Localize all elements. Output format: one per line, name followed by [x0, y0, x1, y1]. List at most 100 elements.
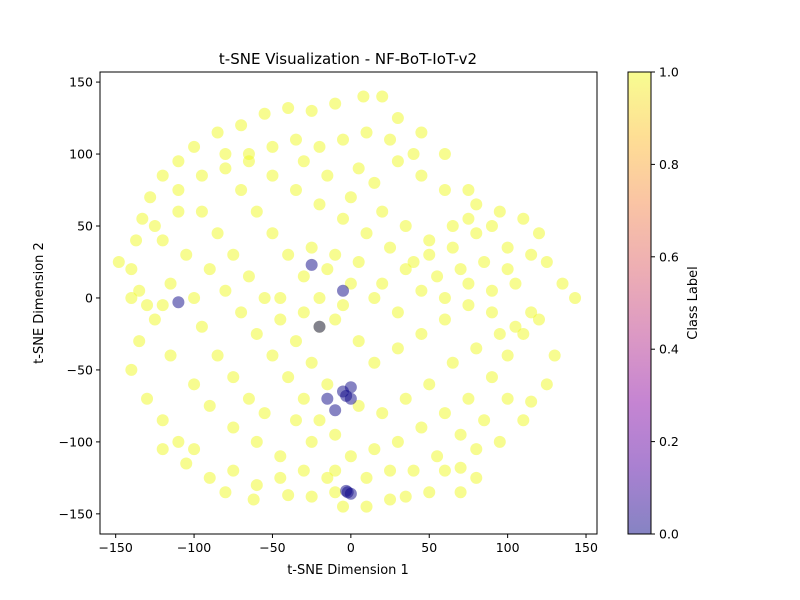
data-point-class-1 — [144, 191, 157, 204]
y-axis-label: t-SNE Dimension 2 — [32, 242, 47, 364]
data-point-class-1 — [454, 461, 467, 474]
data-point-class-1 — [532, 313, 545, 326]
data-point-class-1 — [423, 248, 436, 261]
data-point-class-1 — [446, 356, 459, 369]
y-tick-label: −100 — [59, 434, 93, 449]
data-point-class-1 — [156, 169, 169, 182]
data-point-class-1 — [305, 104, 318, 117]
data-point-class-1 — [282, 248, 295, 261]
colorbar — [628, 72, 651, 534]
data-point-class-1 — [501, 392, 514, 405]
points-layer — [112, 90, 582, 513]
data-point-class-1 — [415, 421, 428, 434]
data-point-class-1 — [391, 155, 404, 168]
data-point-class-1 — [203, 399, 216, 412]
data-point-class-0 — [313, 320, 326, 333]
data-point-class-1 — [344, 191, 357, 204]
data-point-class-1 — [242, 148, 255, 161]
y-tick-label: 100 — [69, 147, 93, 162]
data-point-class-1 — [399, 263, 412, 276]
data-point-class-1 — [297, 464, 310, 477]
data-point-class-1 — [164, 349, 177, 362]
data-point-class-1 — [376, 205, 389, 218]
data-point-class-1 — [540, 378, 553, 391]
data-point-class-1 — [125, 363, 138, 376]
data-point-class-1 — [352, 335, 365, 348]
data-point-class-1 — [337, 212, 350, 225]
data-point-class-1 — [415, 284, 428, 297]
data-point-class-1 — [274, 471, 287, 484]
data-point-class-1 — [148, 313, 161, 326]
colorbar-frame — [627, 71, 652, 535]
data-point-class-1 — [407, 148, 420, 161]
data-point-class-1 — [446, 241, 459, 254]
data-point-class-1 — [289, 184, 302, 197]
data-point-class-1 — [219, 162, 232, 175]
data-point-class-1 — [141, 392, 154, 405]
colorbar-tick-label: 1.0 — [659, 65, 679, 80]
data-point-class-1 — [195, 320, 208, 333]
data-point-class-1 — [247, 493, 260, 506]
data-point-class-1 — [376, 277, 389, 290]
data-point-class-1 — [384, 241, 397, 254]
data-point-class-1 — [188, 378, 201, 391]
data-point-class-1 — [289, 414, 302, 427]
data-point-class-1 — [227, 421, 240, 434]
data-point-class-1 — [164, 277, 177, 290]
data-point-class-1 — [391, 306, 404, 319]
data-point-class-1 — [297, 155, 310, 168]
data-point-class-0 — [329, 404, 342, 417]
data-point-class-1 — [399, 490, 412, 503]
data-point-class-1 — [438, 291, 451, 304]
data-point-class-1 — [509, 277, 522, 290]
data-point-class-1 — [352, 162, 365, 175]
data-point-class-1 — [305, 356, 318, 369]
data-point-class-1 — [172, 155, 185, 168]
data-point-class-1 — [156, 299, 169, 312]
data-point-class-1 — [462, 392, 475, 405]
data-point-class-1 — [399, 392, 412, 405]
data-point-class-1 — [282, 371, 295, 384]
data-point-class-1 — [297, 306, 310, 319]
data-point-class-1 — [423, 378, 436, 391]
data-point-class-1 — [313, 291, 326, 304]
data-point-class-1 — [188, 291, 201, 304]
data-point-class-1 — [368, 176, 381, 189]
data-point-class-1 — [227, 248, 240, 261]
data-point-class-1 — [344, 277, 357, 290]
data-point-class-1 — [329, 248, 342, 261]
y-tick-label: 0 — [85, 290, 93, 305]
data-point-class-1 — [305, 241, 318, 254]
data-point-class-0 — [305, 258, 318, 271]
data-point-class-1 — [258, 291, 271, 304]
data-point-class-1 — [195, 205, 208, 218]
data-point-class-1 — [485, 284, 498, 297]
data-point-class-1 — [454, 263, 467, 276]
data-point-class-1 — [337, 133, 350, 146]
data-point-class-1 — [156, 414, 169, 427]
data-point-class-1 — [368, 356, 381, 369]
data-point-class-1 — [462, 212, 475, 225]
data-point-class-1 — [112, 255, 125, 268]
data-point-class-1 — [360, 500, 373, 513]
colorbar-tick-label: 0.0 — [659, 527, 679, 542]
data-point-class-1 — [274, 313, 287, 326]
data-point-class-1 — [493, 205, 506, 218]
data-point-class-1 — [556, 277, 569, 290]
data-point-class-1 — [250, 327, 263, 340]
data-point-class-1 — [250, 435, 263, 448]
data-point-class-1 — [282, 101, 295, 114]
data-point-class-1 — [329, 97, 342, 110]
data-point-class-1 — [329, 464, 342, 477]
data-point-class-0 — [172, 296, 185, 309]
data-point-class-1 — [525, 248, 538, 261]
x-tick-label: 0 — [347, 540, 355, 555]
data-point-class-1 — [211, 126, 224, 139]
data-point-class-1 — [266, 140, 279, 153]
data-point-class-1 — [337, 299, 350, 312]
data-point-class-0 — [321, 392, 334, 405]
data-point-class-1 — [376, 90, 389, 103]
data-point-class-1 — [462, 277, 475, 290]
data-point-class-1 — [180, 457, 193, 470]
